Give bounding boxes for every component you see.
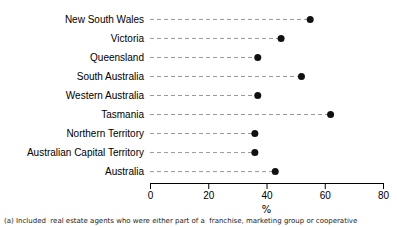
tick-mark [383,183,384,189]
chart: 0 20 40 60 80 New South Wales Victoria Queensla… [0,0,397,227]
y-tick: Australian Capital Territory [27,147,150,158]
axis-domain [151,184,384,190]
stem [150,95,258,96]
y-tick: Tasmania [101,109,150,120]
x-label: % [262,204,272,215]
tick-label: 0 [148,190,154,201]
x-axis: 0 20 40 60 80 [148,183,390,201]
tick-label: Tasmania [101,109,144,120]
y-tick: Queensland [90,52,150,63]
annotation: (a) Included real estate agents who were… [4,217,357,225]
dot [251,130,258,137]
x-tick: 60 [320,183,332,201]
dot [327,111,334,118]
stem [150,114,331,115]
tick-label: Queensland [90,52,144,63]
x-tick: 80 [378,183,390,201]
x-tick: 0 [148,183,154,201]
dot [251,149,258,156]
dot [254,92,261,99]
tick-label: 20 [203,190,215,201]
tick-label: Australia [105,166,144,177]
stem [150,57,258,58]
plot: 0 20 40 60 80 New South Wales Victoria Queensla… [27,14,390,201]
stem [150,152,255,153]
y-tick: New South Wales [65,14,150,25]
tick-label: Northern Territory [66,128,144,139]
tick-mark [150,183,151,189]
y-tick: Northern Territory [66,128,150,139]
stem [150,19,310,20]
y-tick: South Australia [77,71,150,82]
dot [278,35,285,42]
tick-label: Western Australia [66,90,145,101]
stem [150,76,301,77]
y-tick: Australia [105,166,150,177]
tick-label: Victoria [111,33,145,44]
dot [254,54,261,61]
tick-label: 40 [261,190,273,201]
marks [150,16,334,175]
stem [150,133,255,134]
stem [150,171,275,172]
x-tick: 20 [203,183,215,201]
x-tick: 40 [261,183,273,201]
tick-label: 80 [378,190,390,201]
tick-label: New South Wales [65,14,144,25]
tick-mark [208,183,209,189]
dot [298,73,305,80]
dot [272,168,279,175]
stem [150,38,281,39]
y-tick: Victoria [111,33,150,44]
dot [307,16,314,23]
tick-mark [267,183,268,189]
tick-label: South Australia [77,71,145,82]
y-axis: New South Wales Victoria Queensland South A… [27,14,150,177]
tick-label: Australian Capital Territory [27,147,144,158]
tick-label: 60 [320,190,332,201]
y-tick: Western Australia [66,90,150,101]
tick-mark [325,183,326,189]
